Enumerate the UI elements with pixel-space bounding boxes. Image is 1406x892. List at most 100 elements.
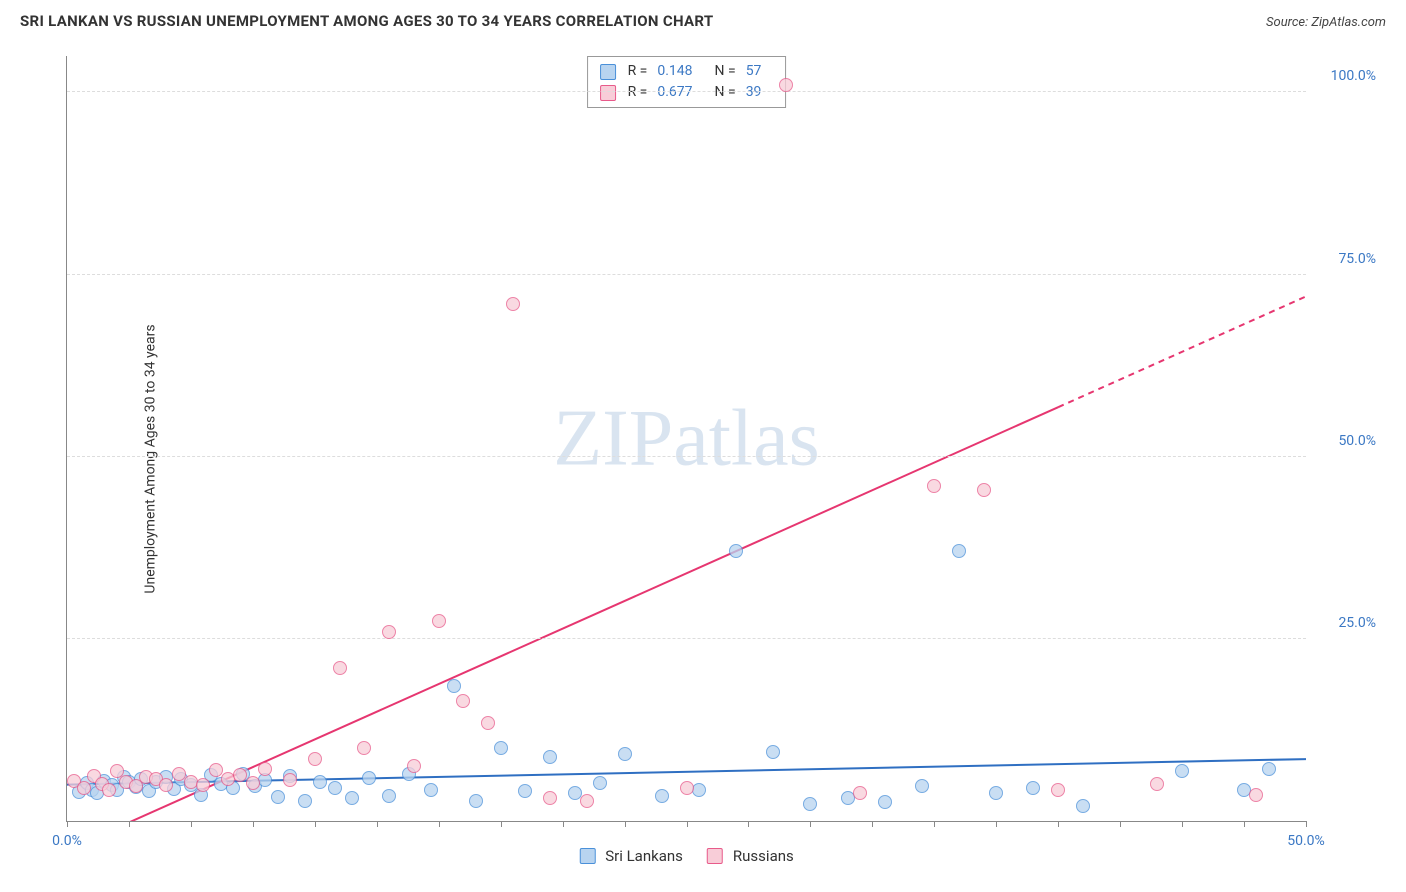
data-point bbox=[1175, 764, 1189, 778]
data-point bbox=[271, 790, 285, 804]
x-tick bbox=[315, 821, 316, 827]
data-point bbox=[382, 625, 396, 639]
x-tick bbox=[1182, 821, 1183, 827]
source-label: Source: ZipAtlas.com bbox=[1266, 15, 1386, 30]
data-point bbox=[246, 776, 260, 790]
x-tick bbox=[191, 821, 192, 827]
x-tick bbox=[439, 821, 440, 827]
data-point bbox=[618, 747, 632, 761]
data-point bbox=[494, 741, 508, 755]
x-tick bbox=[934, 821, 935, 827]
data-point bbox=[1026, 781, 1040, 795]
data-point bbox=[729, 544, 743, 558]
gridline bbox=[67, 91, 1306, 92]
x-tick bbox=[748, 821, 749, 827]
data-point bbox=[196, 778, 210, 792]
data-point bbox=[692, 783, 706, 797]
data-point bbox=[593, 776, 607, 790]
data-point bbox=[915, 779, 929, 793]
data-point bbox=[357, 741, 371, 755]
x-tick bbox=[687, 821, 688, 827]
x-tick bbox=[67, 821, 68, 827]
x-tick-label: 50.0% bbox=[1287, 833, 1325, 849]
data-point bbox=[469, 794, 483, 808]
data-point bbox=[159, 778, 173, 792]
y-tick-label: 50.0% bbox=[1316, 433, 1376, 449]
data-point bbox=[432, 614, 446, 628]
data-point bbox=[308, 752, 322, 766]
legend-swatch bbox=[600, 85, 616, 101]
watermark: ZIPatlas bbox=[553, 393, 820, 484]
data-point bbox=[543, 791, 557, 805]
data-point bbox=[333, 661, 347, 675]
data-point bbox=[424, 783, 438, 797]
chart-container: Unemployment Among Ages 30 to 34 years Z… bbox=[20, 46, 1386, 872]
legend-item: Russians bbox=[707, 847, 794, 865]
data-point bbox=[456, 694, 470, 708]
plot-area: ZIPatlas R = 0.148N = 57R = 0.677N = 39 … bbox=[66, 56, 1306, 822]
data-point bbox=[927, 479, 941, 493]
x-tick bbox=[1306, 821, 1307, 827]
data-point bbox=[1051, 783, 1065, 797]
data-point bbox=[989, 786, 1003, 800]
stat-n-label: N = bbox=[715, 82, 736, 103]
x-tick bbox=[501, 821, 502, 827]
stat-r-label: R = bbox=[628, 61, 648, 82]
data-point bbox=[803, 797, 817, 811]
chart-title: SRI LANKAN VS RUSSIAN UNEMPLOYMENT AMONG… bbox=[20, 12, 713, 30]
x-tick bbox=[377, 821, 378, 827]
data-point bbox=[328, 781, 342, 795]
data-point bbox=[655, 789, 669, 803]
legend-label: Russians bbox=[733, 847, 794, 865]
data-point bbox=[172, 767, 186, 781]
series-legend: Sri Lankans Russians bbox=[579, 847, 794, 865]
y-tick-label: 25.0% bbox=[1316, 615, 1376, 631]
data-point bbox=[1076, 799, 1090, 813]
data-point bbox=[952, 544, 966, 558]
data-point bbox=[878, 795, 892, 809]
stats-row: R = 0.148N = 57 bbox=[600, 61, 774, 82]
data-point bbox=[680, 781, 694, 795]
legend-swatch bbox=[600, 64, 616, 80]
data-point bbox=[209, 763, 223, 777]
stat-n-value: 57 bbox=[746, 61, 762, 82]
x-tick bbox=[625, 821, 626, 827]
x-tick bbox=[253, 821, 254, 827]
x-tick bbox=[1244, 821, 1245, 827]
x-tick bbox=[563, 821, 564, 827]
stat-r-label: R = bbox=[628, 82, 648, 103]
data-point bbox=[779, 78, 793, 92]
data-point bbox=[407, 759, 421, 773]
data-point bbox=[1150, 777, 1164, 791]
data-point bbox=[853, 786, 867, 800]
gridline bbox=[67, 638, 1306, 639]
x-tick bbox=[1120, 821, 1121, 827]
data-point bbox=[298, 794, 312, 808]
data-point bbox=[102, 783, 116, 797]
legend-swatch bbox=[707, 848, 723, 864]
data-point bbox=[283, 773, 297, 787]
data-point bbox=[77, 781, 91, 795]
data-point bbox=[382, 789, 396, 803]
data-point bbox=[580, 794, 594, 808]
data-point bbox=[447, 679, 461, 693]
data-point bbox=[506, 297, 520, 311]
x-tick bbox=[129, 821, 130, 827]
y-tick-label: 100.0% bbox=[1316, 68, 1376, 84]
gridline bbox=[67, 456, 1306, 457]
data-point bbox=[313, 775, 327, 789]
data-point bbox=[518, 784, 532, 798]
legend-label: Sri Lankans bbox=[605, 847, 683, 865]
y-tick-label: 75.0% bbox=[1316, 251, 1376, 267]
stats-row: R = 0.677N = 39 bbox=[600, 82, 774, 103]
data-point bbox=[1262, 762, 1276, 776]
legend-item: Sri Lankans bbox=[579, 847, 683, 865]
x-tick bbox=[1058, 821, 1059, 827]
data-point bbox=[481, 716, 495, 730]
legend-swatch bbox=[579, 848, 595, 864]
stats-legend: R = 0.148N = 57R = 0.677N = 39 bbox=[587, 56, 787, 108]
x-tick bbox=[996, 821, 997, 827]
stat-r-value: 0.677 bbox=[657, 82, 692, 103]
data-point bbox=[543, 750, 557, 764]
x-tick bbox=[810, 821, 811, 827]
